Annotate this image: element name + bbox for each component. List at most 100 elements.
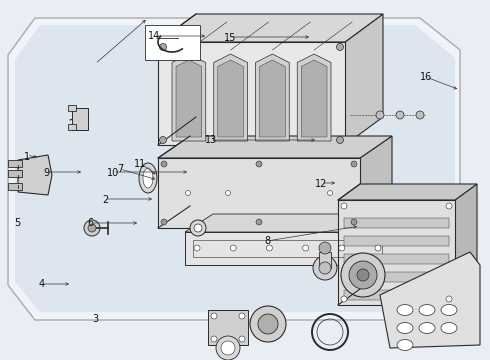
Polygon shape <box>297 54 331 141</box>
Circle shape <box>341 253 385 297</box>
Circle shape <box>88 224 96 232</box>
Polygon shape <box>338 200 455 305</box>
Text: 6: 6 <box>88 218 94 228</box>
Ellipse shape <box>397 339 413 351</box>
Text: 8: 8 <box>264 236 270 246</box>
Polygon shape <box>338 184 477 200</box>
Circle shape <box>349 261 377 289</box>
Polygon shape <box>208 310 248 345</box>
Bar <box>145 25 200 60</box>
Circle shape <box>186 190 191 195</box>
Circle shape <box>337 136 343 144</box>
Circle shape <box>446 203 452 209</box>
Circle shape <box>341 296 347 302</box>
Polygon shape <box>158 136 392 158</box>
Bar <box>319 252 331 268</box>
Polygon shape <box>455 184 477 305</box>
Circle shape <box>339 245 345 251</box>
Polygon shape <box>344 272 449 282</box>
Circle shape <box>194 224 202 232</box>
Circle shape <box>161 219 167 225</box>
Polygon shape <box>255 54 289 141</box>
Circle shape <box>416 111 424 119</box>
Ellipse shape <box>419 305 435 315</box>
Circle shape <box>84 220 100 236</box>
Text: 9: 9 <box>44 168 49 178</box>
Circle shape <box>194 245 200 251</box>
Text: 3: 3 <box>93 314 98 324</box>
Text: 15: 15 <box>224 33 237 43</box>
Ellipse shape <box>397 305 413 315</box>
Bar <box>8 183 22 190</box>
Polygon shape <box>344 290 449 300</box>
Ellipse shape <box>441 323 457 333</box>
Circle shape <box>351 161 357 167</box>
Bar <box>72 108 88 130</box>
Circle shape <box>267 245 272 251</box>
Text: 7: 7 <box>117 164 123 174</box>
Circle shape <box>341 203 347 209</box>
Circle shape <box>327 190 333 195</box>
Text: 1: 1 <box>24 152 30 162</box>
Circle shape <box>396 111 404 119</box>
Circle shape <box>221 341 235 355</box>
Circle shape <box>230 245 236 251</box>
Circle shape <box>161 161 167 167</box>
Circle shape <box>160 136 167 144</box>
Circle shape <box>319 242 331 254</box>
Text: 4: 4 <box>39 279 45 289</box>
Polygon shape <box>345 14 383 145</box>
Circle shape <box>313 256 337 280</box>
Circle shape <box>376 111 384 119</box>
Circle shape <box>190 220 206 236</box>
Polygon shape <box>15 25 455 312</box>
Polygon shape <box>301 60 327 137</box>
Circle shape <box>160 44 167 50</box>
Ellipse shape <box>397 323 413 333</box>
Circle shape <box>216 336 240 360</box>
Text: 16: 16 <box>420 72 432 82</box>
Ellipse shape <box>441 305 457 315</box>
Bar <box>68 124 76 130</box>
Circle shape <box>211 313 217 319</box>
Polygon shape <box>172 54 206 141</box>
Text: 5: 5 <box>14 218 20 228</box>
Circle shape <box>375 245 381 251</box>
Text: 2: 2 <box>102 195 108 205</box>
Circle shape <box>319 262 331 274</box>
Polygon shape <box>185 214 418 232</box>
Ellipse shape <box>419 323 435 333</box>
Circle shape <box>351 219 357 225</box>
Polygon shape <box>158 42 345 145</box>
Circle shape <box>211 336 217 342</box>
Circle shape <box>239 313 245 319</box>
Circle shape <box>303 245 309 251</box>
Polygon shape <box>158 158 360 228</box>
Circle shape <box>258 314 278 334</box>
Polygon shape <box>158 14 383 42</box>
Text: 12: 12 <box>315 179 327 189</box>
Circle shape <box>446 296 452 302</box>
Polygon shape <box>360 136 392 228</box>
Circle shape <box>256 161 262 167</box>
Polygon shape <box>176 60 202 137</box>
Circle shape <box>225 190 230 195</box>
Polygon shape <box>380 252 480 348</box>
Polygon shape <box>344 236 449 246</box>
Polygon shape <box>8 18 460 320</box>
Circle shape <box>250 306 286 342</box>
Polygon shape <box>344 254 449 264</box>
Circle shape <box>357 269 369 281</box>
Bar <box>8 170 22 177</box>
Polygon shape <box>18 155 52 195</box>
Bar <box>8 160 22 167</box>
Ellipse shape <box>143 168 153 188</box>
Polygon shape <box>344 218 449 228</box>
Polygon shape <box>218 60 244 137</box>
Bar <box>68 105 76 111</box>
Polygon shape <box>260 60 285 137</box>
Circle shape <box>239 336 245 342</box>
Circle shape <box>256 219 262 225</box>
Text: 14: 14 <box>148 31 161 41</box>
Circle shape <box>337 44 343 50</box>
